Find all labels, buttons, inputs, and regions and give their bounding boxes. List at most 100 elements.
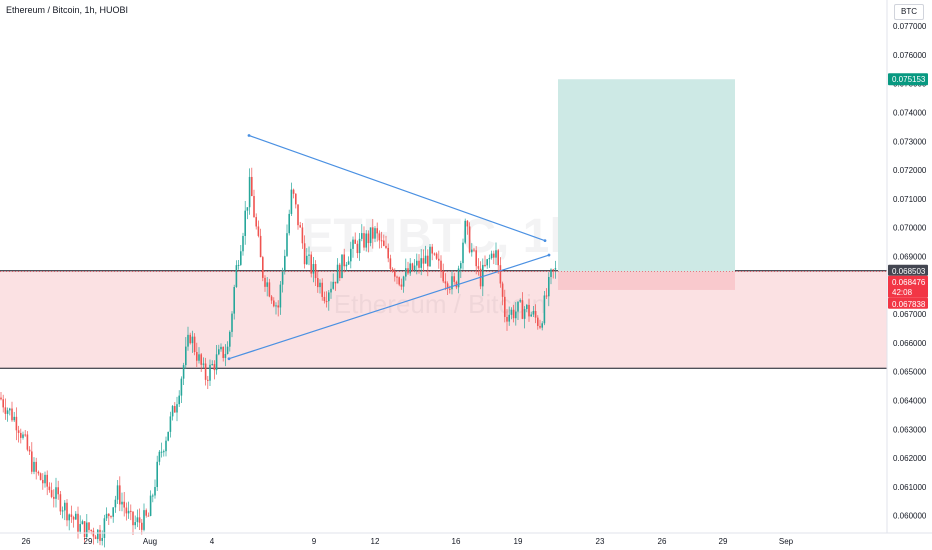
candle-body	[224, 353, 227, 358]
candle-body	[508, 314, 510, 322]
candle-body	[281, 270, 284, 285]
candle-body	[165, 440, 167, 452]
candle-body	[182, 365, 185, 379]
candle-body	[354, 239, 356, 244]
candle-body	[537, 317, 539, 326]
candle-body	[163, 451, 165, 453]
candle-body	[543, 295, 546, 324]
candle-body	[422, 258, 425, 264]
candle-body	[378, 233, 381, 241]
candle-body	[79, 524, 81, 532]
candle-body	[83, 521, 86, 537]
candle-body	[402, 276, 405, 287]
y-tick-label: 0.065000	[893, 368, 927, 377]
candle-body	[376, 228, 378, 234]
candle-body	[222, 346, 224, 358]
y-tick-label: 0.069000	[893, 252, 927, 261]
candle-body	[68, 514, 70, 521]
candle-body	[231, 313, 233, 332]
candle-body	[141, 522, 143, 530]
candle-body	[4, 407, 7, 414]
watermark-symbol: ETHBTC, 1h	[301, 210, 578, 263]
candle-body	[145, 510, 147, 516]
candle-body	[416, 260, 418, 266]
candle-body	[350, 248, 352, 262]
candle-body	[50, 490, 53, 497]
candle-body	[143, 510, 145, 530]
candle-body	[488, 258, 491, 260]
candle-body	[358, 238, 361, 254]
candle-body	[154, 487, 156, 496]
candle-body	[314, 264, 317, 279]
candle-body	[97, 529, 99, 540]
candle-body	[193, 336, 196, 353]
candle-body	[512, 309, 515, 319]
candle-body	[457, 268, 460, 288]
candle-body	[136, 517, 139, 523]
candle-body	[510, 309, 513, 315]
candle-body	[475, 250, 477, 267]
candle-body	[332, 281, 334, 289]
trendline-anchor	[227, 357, 231, 361]
x-tick-label: 29	[719, 537, 728, 546]
x-tick-label: 19	[514, 537, 523, 546]
y-tick-label: 0.076000	[893, 51, 927, 60]
candle-body	[103, 518, 106, 538]
candle-body	[66, 502, 68, 521]
x-tick-label: 26	[658, 537, 667, 546]
candle-body	[86, 522, 88, 537]
candle-body	[427, 255, 429, 267]
candle-body	[44, 474, 46, 484]
candle-body	[26, 434, 29, 450]
price-tag	[888, 73, 928, 86]
trendline-anchor	[543, 239, 547, 243]
candle-body	[55, 487, 57, 499]
candle-body	[160, 451, 163, 453]
candle-body	[380, 240, 383, 242]
currency-button[interactable]: BTC	[894, 4, 924, 20]
candle-body	[116, 485, 119, 500]
candle-body	[22, 434, 24, 438]
candle-body	[504, 296, 506, 317]
candle-body	[473, 249, 475, 251]
price-tag-label: 0.068503	[892, 267, 926, 276]
candle-body	[367, 233, 370, 244]
candle-body	[299, 225, 301, 228]
candle-body	[468, 226, 471, 253]
candle-body	[42, 479, 44, 484]
y-tick-label: 0.073000	[893, 137, 927, 146]
candle-body	[369, 227, 372, 244]
candle-body	[497, 250, 499, 266]
candle-body	[237, 264, 240, 266]
y-tick-label: 0.074000	[893, 108, 927, 117]
candle-body	[418, 260, 420, 268]
candle-body	[499, 265, 502, 284]
candle-body	[9, 408, 11, 411]
candle-body	[486, 259, 488, 266]
candle-body	[158, 451, 161, 462]
candle-body	[59, 494, 62, 512]
candle-body	[528, 304, 530, 317]
stop-zone	[558, 271, 735, 290]
x-tick-label: Aug	[143, 537, 157, 546]
candle-body	[200, 354, 202, 365]
y-tick-label: 0.077000	[893, 22, 927, 31]
y-tick-label: 0.061000	[893, 483, 927, 492]
candle-body	[325, 301, 328, 303]
candle-body	[438, 258, 440, 261]
candle-body	[541, 323, 543, 328]
candle-body	[442, 270, 444, 282]
candle-body	[17, 430, 20, 433]
candle-body	[90, 529, 92, 531]
candle-body	[433, 253, 436, 255]
candle-body	[127, 510, 130, 514]
candle-body	[292, 189, 295, 194]
candle-body	[477, 266, 480, 269]
candle-body	[255, 217, 257, 227]
candle-body	[391, 268, 394, 272]
candle-body	[550, 269, 552, 277]
candle-body	[198, 354, 200, 361]
candle-body	[28, 449, 31, 452]
candle-body	[321, 282, 323, 297]
